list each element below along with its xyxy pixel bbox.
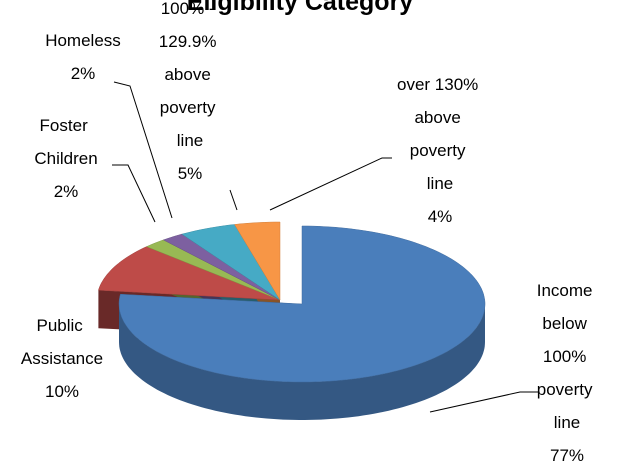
label-line: 100% xyxy=(543,347,591,366)
slice-label: Income below 100% poverty line xyxy=(537,281,597,432)
slice-label: 100% - 129.9% above poverty line xyxy=(159,0,221,150)
slice-label: Public Assistance xyxy=(21,316,103,368)
slice-wall xyxy=(119,304,485,420)
slice xyxy=(118,225,486,383)
value-label: 2% xyxy=(71,64,96,83)
label-line: line xyxy=(177,131,203,150)
slice xyxy=(162,233,281,301)
slice xyxy=(234,221,281,301)
label-line: over 130% xyxy=(397,75,483,94)
slice-label: Foster Children xyxy=(34,116,97,168)
leader-line xyxy=(269,157,392,211)
label-line: Homeless xyxy=(45,31,121,50)
leader-line xyxy=(113,81,173,219)
label-line: above xyxy=(164,65,215,84)
label-line: line xyxy=(427,174,453,193)
label-line: poverty xyxy=(537,380,597,399)
label-line: Assistance xyxy=(21,349,103,368)
label-line: Income xyxy=(537,281,597,300)
label-line: below xyxy=(542,314,591,333)
value-label: 5% xyxy=(178,164,203,183)
label-line: line xyxy=(554,413,580,432)
label-line: poverty xyxy=(160,98,220,117)
label-line: Foster xyxy=(40,116,93,135)
slice-label: over 130% above poverty line xyxy=(397,75,483,193)
label-line: 129.9% xyxy=(159,32,221,51)
slice-label: Homeless xyxy=(45,31,121,50)
leader-line xyxy=(429,391,538,413)
label-line: 100% - xyxy=(161,0,220,18)
slice xyxy=(98,246,281,301)
label-line: above xyxy=(414,108,465,127)
pie xyxy=(98,221,486,420)
chart-title: Eligibility Category xyxy=(187,0,414,16)
slice xyxy=(181,224,281,301)
value-label: 77% xyxy=(550,446,584,465)
value-label: 10% xyxy=(45,382,79,401)
value-label: 2% xyxy=(54,182,79,201)
label-line: Public xyxy=(36,316,87,335)
label-line: poverty xyxy=(410,141,470,160)
slice xyxy=(145,239,281,301)
leader-line xyxy=(229,189,238,211)
leader-line xyxy=(112,164,156,223)
value-label: 4% xyxy=(428,207,453,226)
label-line: Children xyxy=(34,149,97,168)
